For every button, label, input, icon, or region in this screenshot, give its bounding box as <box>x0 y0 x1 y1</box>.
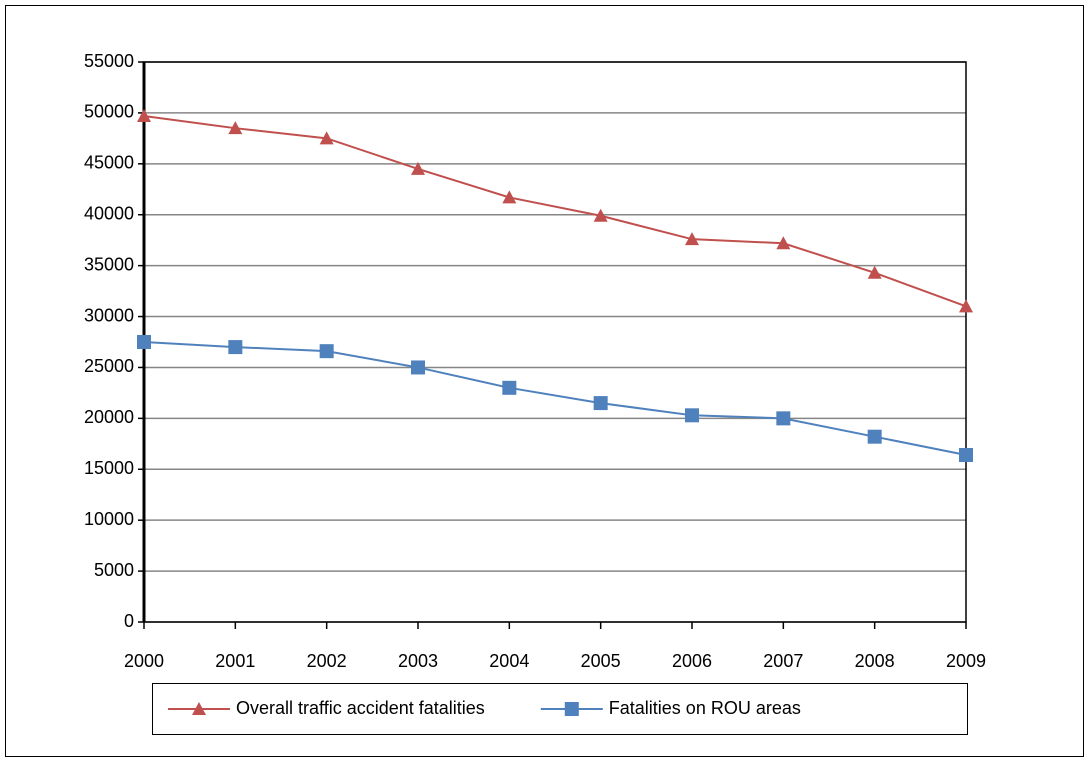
marker <box>137 335 151 349</box>
y-tick-label: 0 <box>124 611 134 631</box>
marker <box>959 299 973 313</box>
y-tick-label: 35000 <box>84 254 134 274</box>
marker <box>776 236 791 250</box>
marker <box>319 131 334 145</box>
marker <box>593 396 608 411</box>
y-tick-label: 40000 <box>84 203 134 223</box>
y-tick-label: 45000 <box>84 153 134 173</box>
series-line <box>143 341 967 456</box>
marker <box>228 340 243 355</box>
x-tick-label: 2009 <box>946 651 986 671</box>
marker <box>776 411 791 426</box>
y-tick-label: 20000 <box>84 407 134 427</box>
x-tick-label: 2002 <box>307 651 347 671</box>
x-tick-label: 2000 <box>124 651 164 671</box>
x-tick-label: 2001 <box>215 651 255 671</box>
x-tick-label: 2005 <box>581 651 621 671</box>
marker <box>867 429 882 444</box>
marker <box>411 360 425 375</box>
x-tick-label: 2004 <box>489 651 529 671</box>
marker <box>502 190 517 204</box>
x-tick-label: 2006 <box>672 651 712 671</box>
marker <box>228 121 243 135</box>
y-tick-label: 50000 <box>84 102 134 122</box>
marker <box>192 702 206 715</box>
x-tick-label: 2008 <box>855 651 895 671</box>
x-tick-label: 2003 <box>398 651 438 671</box>
y-tick-label: 15000 <box>84 458 134 478</box>
legend-label: Overall traffic accident fatalities <box>236 698 485 718</box>
y-tick-label: 5000 <box>94 560 134 580</box>
chart-border <box>5 5 1084 757</box>
marker <box>502 380 517 395</box>
marker <box>411 161 425 175</box>
y-tick-label: 30000 <box>84 305 134 325</box>
marker <box>959 448 973 463</box>
marker <box>319 344 334 359</box>
marker <box>685 232 699 246</box>
series-line <box>143 114 967 308</box>
y-tick-label: 10000 <box>84 509 134 529</box>
x-tick-label: 2007 <box>763 651 803 671</box>
marker <box>137 108 151 122</box>
marker <box>867 265 882 279</box>
marker <box>564 702 579 716</box>
marker <box>593 208 608 222</box>
legend: Overall traffic accident fatalities Fatal… <box>152 683 968 735</box>
y-tick-label: 55000 <box>84 51 134 71</box>
legend-label: Fatalities on ROU areas <box>609 698 801 718</box>
marker <box>685 408 699 423</box>
y-tick-label: 25000 <box>84 356 134 376</box>
